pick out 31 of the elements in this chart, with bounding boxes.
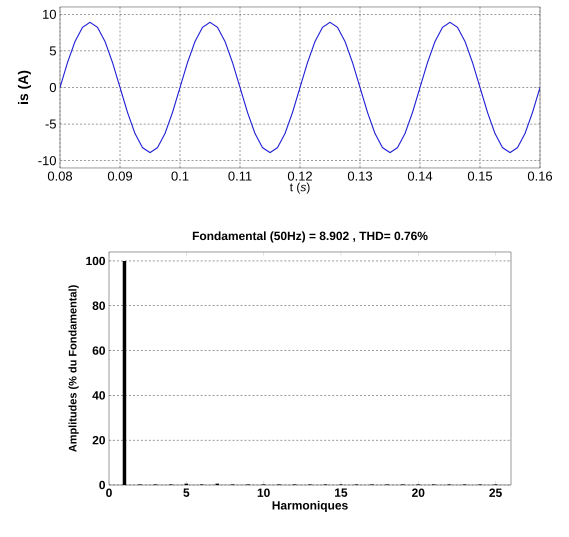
x-axis-title: Harmoniques [272,500,348,512]
x-tick-label: 0 [106,488,112,497]
x-tick-label: 0.11 [228,172,252,181]
y-tick-label: 40 [92,391,105,400]
y-tick-label: 5 [50,46,56,56]
x-tick-label: 25 [489,488,502,497]
x-tick-label: 0.08 [48,172,72,181]
y-tick-label: 0 [99,480,105,490]
x-tick-label: 0.14 [408,172,432,181]
x-tick-label: 20 [412,488,424,497]
x-tick-label: 0.1 [172,172,188,181]
y-tick-label: 80 [92,302,105,310]
x-axis-title: t (s) [290,182,310,194]
x-tick-label: 10 [258,488,270,497]
y-tick-label: -10 [38,156,56,166]
y-tick-label: 20 [92,436,105,444]
x-tick-label: 0.12 [288,172,312,181]
x-tick-label: 0.16 [528,172,552,181]
chart-title: Fondamental (50Hz) = 8.902 , THD= 0.76% [192,231,428,242]
y-tick-label: 60 [92,346,105,355]
x-tick-label: 5 [183,488,190,497]
x-tick-label: 0.15 [468,172,492,181]
y-tick-label: -5 [46,120,56,129]
y-axis-title: is (A) [18,70,31,104]
x-tick-label: 0.09 [108,172,132,181]
y-tick-label: 0 [50,82,56,92]
y-tick-label: 100 [86,256,105,266]
x-tick-label: 0.13 [348,172,372,181]
x-tick-label: 15 [335,488,348,497]
y-axis-title: Amplitudes (% du Fondamental) [68,285,79,452]
y-tick-label: 10 [43,10,56,19]
